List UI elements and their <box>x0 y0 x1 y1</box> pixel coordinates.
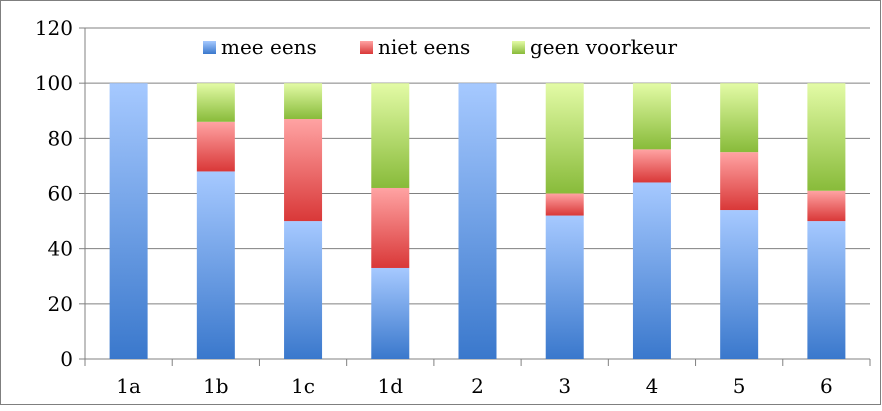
y-tick-label-0: 0 <box>60 347 73 371</box>
x-tick-labels: 1a 1b 1c 1d 2 3 4 5 6 <box>116 374 832 398</box>
x-tick-label-4: 4 <box>646 374 659 398</box>
legend-swatch-mee-eens <box>203 41 216 54</box>
bar-4-mee-eens <box>632 182 671 359</box>
bar-5-niet-eens <box>720 152 759 211</box>
bar-6-niet-eens <box>807 190 846 222</box>
bar-5-geen-voorkeur <box>720 83 759 153</box>
bar-4-niet-eens <box>632 149 671 183</box>
bar-1b-niet-eens <box>196 121 235 172</box>
y-tick-label-100: 100 <box>35 71 73 95</box>
y-tick-label-120: 120 <box>35 16 73 40</box>
bar-6-geen-voorkeur <box>807 83 846 191</box>
y-tick-label-40: 40 <box>48 237 73 261</box>
y-tick-label-60: 60 <box>48 182 73 206</box>
x-tick-label-1d: 1d <box>378 374 404 398</box>
bar-1c-mee-eens <box>284 221 323 359</box>
bar-3-geen-voorkeur <box>545 83 584 194</box>
legend-label-geen-voorkeur: geen voorkeur <box>530 35 677 59</box>
bar-3-mee-eens <box>545 215 584 359</box>
bar-2-mee-eens <box>458 83 497 360</box>
bar-1c-geen-voorkeur <box>284 83 323 120</box>
x-tick-label-5: 5 <box>733 374 746 398</box>
bar-4-geen-voorkeur <box>632 83 671 150</box>
legend-label-mee-eens: mee eens <box>221 35 317 59</box>
bars <box>109 83 846 360</box>
bar-1b-mee-eens <box>196 171 235 359</box>
y-tick-labels: 0 20 40 60 80 100 120 <box>35 16 73 371</box>
bar-5-mee-eens <box>720 210 759 359</box>
bar-6-mee-eens <box>807 221 846 359</box>
x-tick-label-1b: 1b <box>203 374 229 398</box>
bar-1a-mee-eens <box>109 83 148 360</box>
bar-1d-geen-voorkeur <box>371 83 410 188</box>
x-tick-label-1a: 1a <box>116 374 141 398</box>
bar-3-niet-eens <box>545 193 584 216</box>
legend-swatch-geen-voorkeur <box>512 41 525 54</box>
y-tick-label-80: 80 <box>48 126 73 150</box>
x-tick-label-6: 6 <box>820 374 833 398</box>
bar-1c-niet-eens <box>284 119 323 222</box>
x-tick-label-1c: 1c <box>291 374 315 398</box>
bar-1d-niet-eens <box>371 187 410 268</box>
x-tick-label-2: 2 <box>471 374 484 398</box>
x-tick-label-3: 3 <box>558 374 571 398</box>
bar-1d-mee-eens <box>371 267 410 359</box>
legend-swatch-niet-eens <box>360 41 373 54</box>
legend-label-niet-eens: niet eens <box>378 35 470 59</box>
legend: mee eens niet eens geen voorkeur <box>203 35 677 59</box>
y-tick-label-20: 20 <box>48 292 73 316</box>
bar-1b-geen-voorkeur <box>196 83 235 122</box>
